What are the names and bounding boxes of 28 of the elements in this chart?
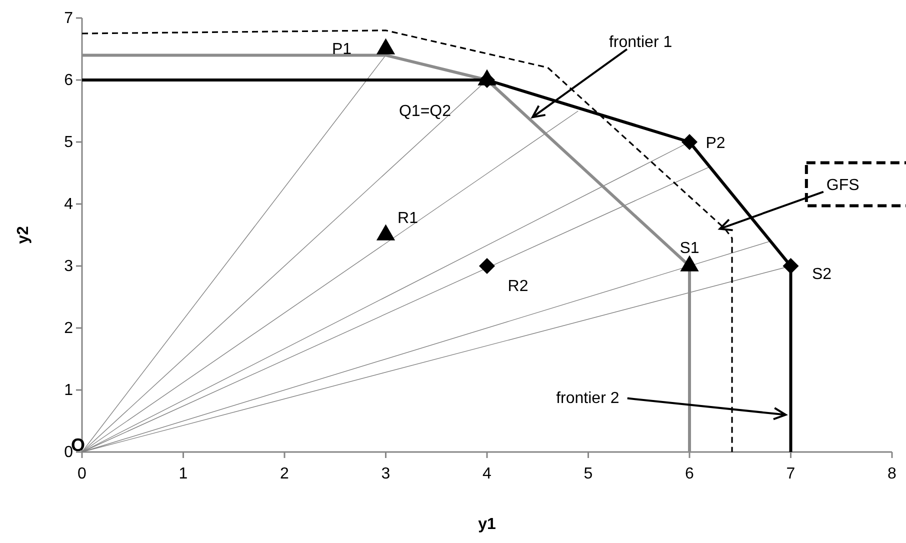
y-tick-label: 3 — [64, 258, 74, 276]
x-axis-title: y1 — [478, 516, 496, 533]
y-tick-label: 1 — [64, 382, 74, 400]
y-tick-label: 7 — [64, 10, 74, 28]
y-tick-label: 2 — [64, 320, 74, 338]
x-tick-label: 3 — [381, 466, 390, 483]
annotation: Q1=Q2 — [398, 103, 452, 120]
annotation: frontier 1 — [608, 34, 672, 52]
x-tick-label: 1 — [178, 466, 188, 483]
x-tick-label: 4 — [482, 466, 492, 483]
y-tick-label: 4 — [64, 196, 74, 214]
annotation: GFS — [826, 176, 860, 194]
annotation: P1 — [332, 41, 352, 58]
y-axis-title: y2 — [15, 226, 32, 244]
annotation: frontier 2 — [556, 390, 620, 407]
x-tick-label: 7 — [786, 466, 796, 483]
x-tick-label: 8 — [888, 466, 897, 483]
x-tick-label: 0 — [78, 466, 87, 483]
annotation: P2 — [706, 135, 726, 152]
annotation: R2 — [508, 278, 528, 295]
y-tick-label: 5 — [64, 134, 74, 152]
annotation: S1 — [680, 240, 700, 257]
annotation: S2 — [812, 266, 832, 283]
x-tick-label: 2 — [280, 466, 290, 483]
x-tick-label: 6 — [685, 466, 694, 483]
annotation: R1 — [398, 210, 418, 227]
y-tick-label: 6 — [64, 72, 74, 90]
x-tick-label: 5 — [584, 466, 593, 483]
